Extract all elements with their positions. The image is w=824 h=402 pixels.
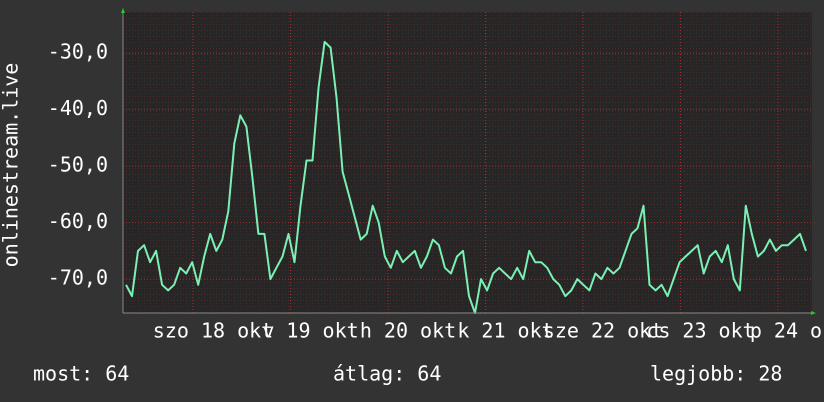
x-tick-label: v 19 okt xyxy=(262,319,358,343)
y-tick-label: -70,0 xyxy=(48,266,108,290)
x-tick-label: p 24 okt xyxy=(750,319,824,343)
x-tick-label: k 21 okt xyxy=(457,319,553,343)
y-tick-label: -30,0 xyxy=(48,40,108,64)
x-tick-label: h 20 okt xyxy=(360,319,456,343)
y-axis-arrow xyxy=(121,8,125,13)
series-line xyxy=(125,40,807,314)
x-tick-label: sze 22 okt xyxy=(543,319,663,343)
x-tick-label: szo 18 okt xyxy=(153,319,273,343)
y-axis-label: onlinestream.live xyxy=(0,63,23,268)
plot-layer xyxy=(123,12,812,314)
y-tick-label: -60,0 xyxy=(48,209,108,233)
stat-average: átlag: 64 xyxy=(333,362,441,386)
fine-grid xyxy=(123,12,812,313)
y-tick-label: -50,0 xyxy=(48,153,108,177)
y-tick-label: -40,0 xyxy=(48,96,108,120)
stat-best: legjobb: 28 xyxy=(650,362,782,386)
stat-current: most: 64 xyxy=(33,362,129,386)
x-axis-arrow xyxy=(811,311,816,315)
x-tick-label: cs 23 okt xyxy=(646,319,754,343)
